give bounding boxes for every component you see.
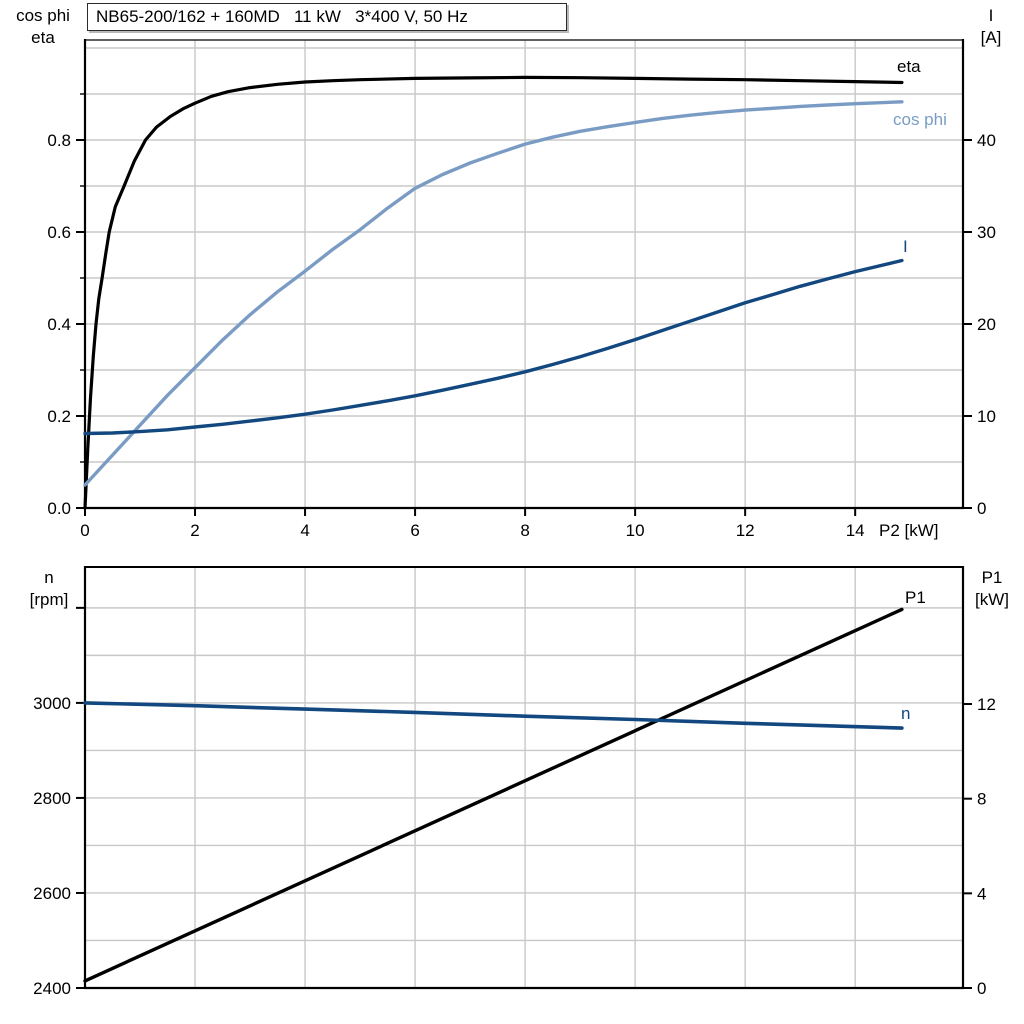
left-tick-label: 2400	[33, 979, 71, 998]
right-tick-label: 8	[977, 790, 986, 809]
x-axis-unit-label: P2 [kW]	[879, 521, 939, 540]
x-tick-label: 0	[80, 521, 89, 540]
left-tick-label: 0.8	[47, 131, 71, 150]
left-axis-name: cos phi	[16, 6, 70, 25]
left-tick-label: 0.4	[47, 315, 71, 334]
left-tick-label: 0.6	[47, 223, 71, 242]
right-axis-unit: [A]	[981, 28, 1002, 47]
curve-eta	[83, 75, 904, 510]
curve-label-n: n	[901, 704, 910, 723]
right-tick-label: 30	[977, 223, 996, 242]
left-tick-label: 2600	[33, 884, 71, 903]
curve-label-p1: P1	[905, 588, 926, 607]
left-axis-name: n	[44, 568, 53, 587]
curve-cos-phi	[83, 100, 904, 487]
right-tick-label: 0	[977, 979, 986, 998]
plot-top-eta-cosphi-current: 0.0 0.2 0.4 0.6 0.8 0 10 20 30 40 0 2 4 6 8 10 12 14 P2 [k…	[16, 6, 1001, 540]
right-axis-name: P1	[982, 568, 1003, 587]
curve-p1	[83, 607, 904, 983]
curve-i	[83, 258, 904, 436]
curve-label-eta: eta	[897, 57, 921, 76]
curve-label-i: I	[903, 237, 908, 256]
curve-n	[83, 701, 904, 730]
x-tick-label: 6	[410, 521, 419, 540]
left-axis-unit: eta	[31, 28, 55, 47]
right-tick-label: 20	[977, 315, 996, 334]
curve-label-cos-phi: cos phi	[893, 110, 947, 129]
x-tick-label: 8	[520, 521, 529, 540]
right-tick-label: 12	[977, 695, 996, 714]
chart-title-box: NB65-200/162 + 160MD 11 kW 3*400 V, 50 H…	[87, 3, 567, 31]
right-axis-unit: [kW]	[975, 590, 1009, 609]
x-tick-label: 10	[626, 521, 645, 540]
left-tick-label: 0.0	[47, 499, 71, 518]
plot-bottom-speed-power: 2400 2600 2800 3000 0 4 8 12 n [rpm] P1 [kW] P1 n	[30, 566, 1009, 998]
x-tick-label: 2	[190, 521, 199, 540]
chart-title: NB65-200/162 + 160MD 11 kW 3*400 V, 50 H…	[96, 7, 468, 26]
x-tick-label: 14	[846, 521, 865, 540]
x-tick-label: 4	[300, 521, 309, 540]
right-tick-label: 40	[977, 131, 996, 150]
left-tick-label: 2800	[33, 789, 71, 808]
right-tick-label: 4	[977, 884, 986, 903]
right-axis-name: I	[989, 6, 994, 25]
left-axis-unit: [rpm]	[30, 590, 69, 609]
right-tick-label: 10	[977, 407, 996, 426]
left-tick-label: 0.2	[47, 407, 71, 426]
x-tick-label: 12	[736, 521, 755, 540]
left-tick-label: 3000	[33, 694, 71, 713]
right-tick-label: 0	[977, 499, 986, 518]
